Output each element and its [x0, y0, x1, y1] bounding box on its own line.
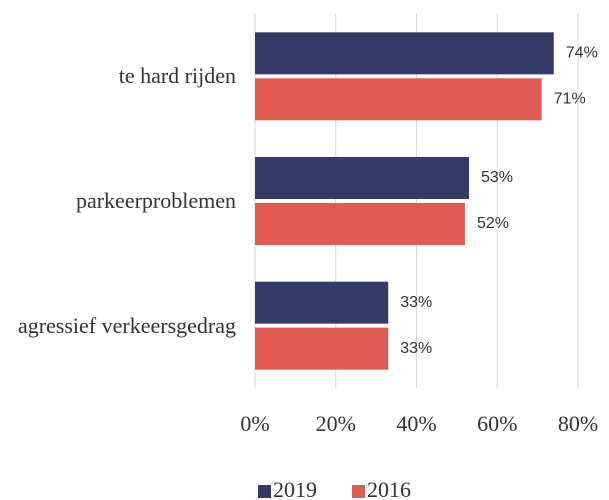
category-label: te hard rijden [118, 63, 236, 89]
bar [255, 157, 469, 199]
value-label: 71% [554, 91, 586, 108]
legend-label: 2019 [273, 477, 317, 500]
legend-swatch [352, 485, 365, 498]
legend-swatch [258, 485, 271, 498]
x-tick-label: 20% [316, 411, 356, 436]
bar [255, 281, 389, 324]
bar [255, 203, 465, 245]
x-tick-label: 60% [477, 411, 517, 436]
bar [255, 32, 554, 75]
value-label: 33% [400, 340, 432, 357]
category-label: agressief verkeersgedrag [17, 312, 236, 338]
x-tick-label: 40% [396, 411, 436, 436]
legend-label: 2016 [367, 477, 411, 500]
bar [255, 78, 542, 121]
value-label: 53% [481, 169, 513, 186]
value-label: 74% [566, 45, 598, 62]
category-label: parkeerproblemen [75, 188, 236, 213]
bar [255, 327, 389, 370]
x-tick-label: 0% [240, 411, 269, 436]
value-label: 52% [477, 215, 509, 232]
x-tick-label: 80% [558, 411, 598, 436]
value-label: 33% [400, 294, 432, 311]
